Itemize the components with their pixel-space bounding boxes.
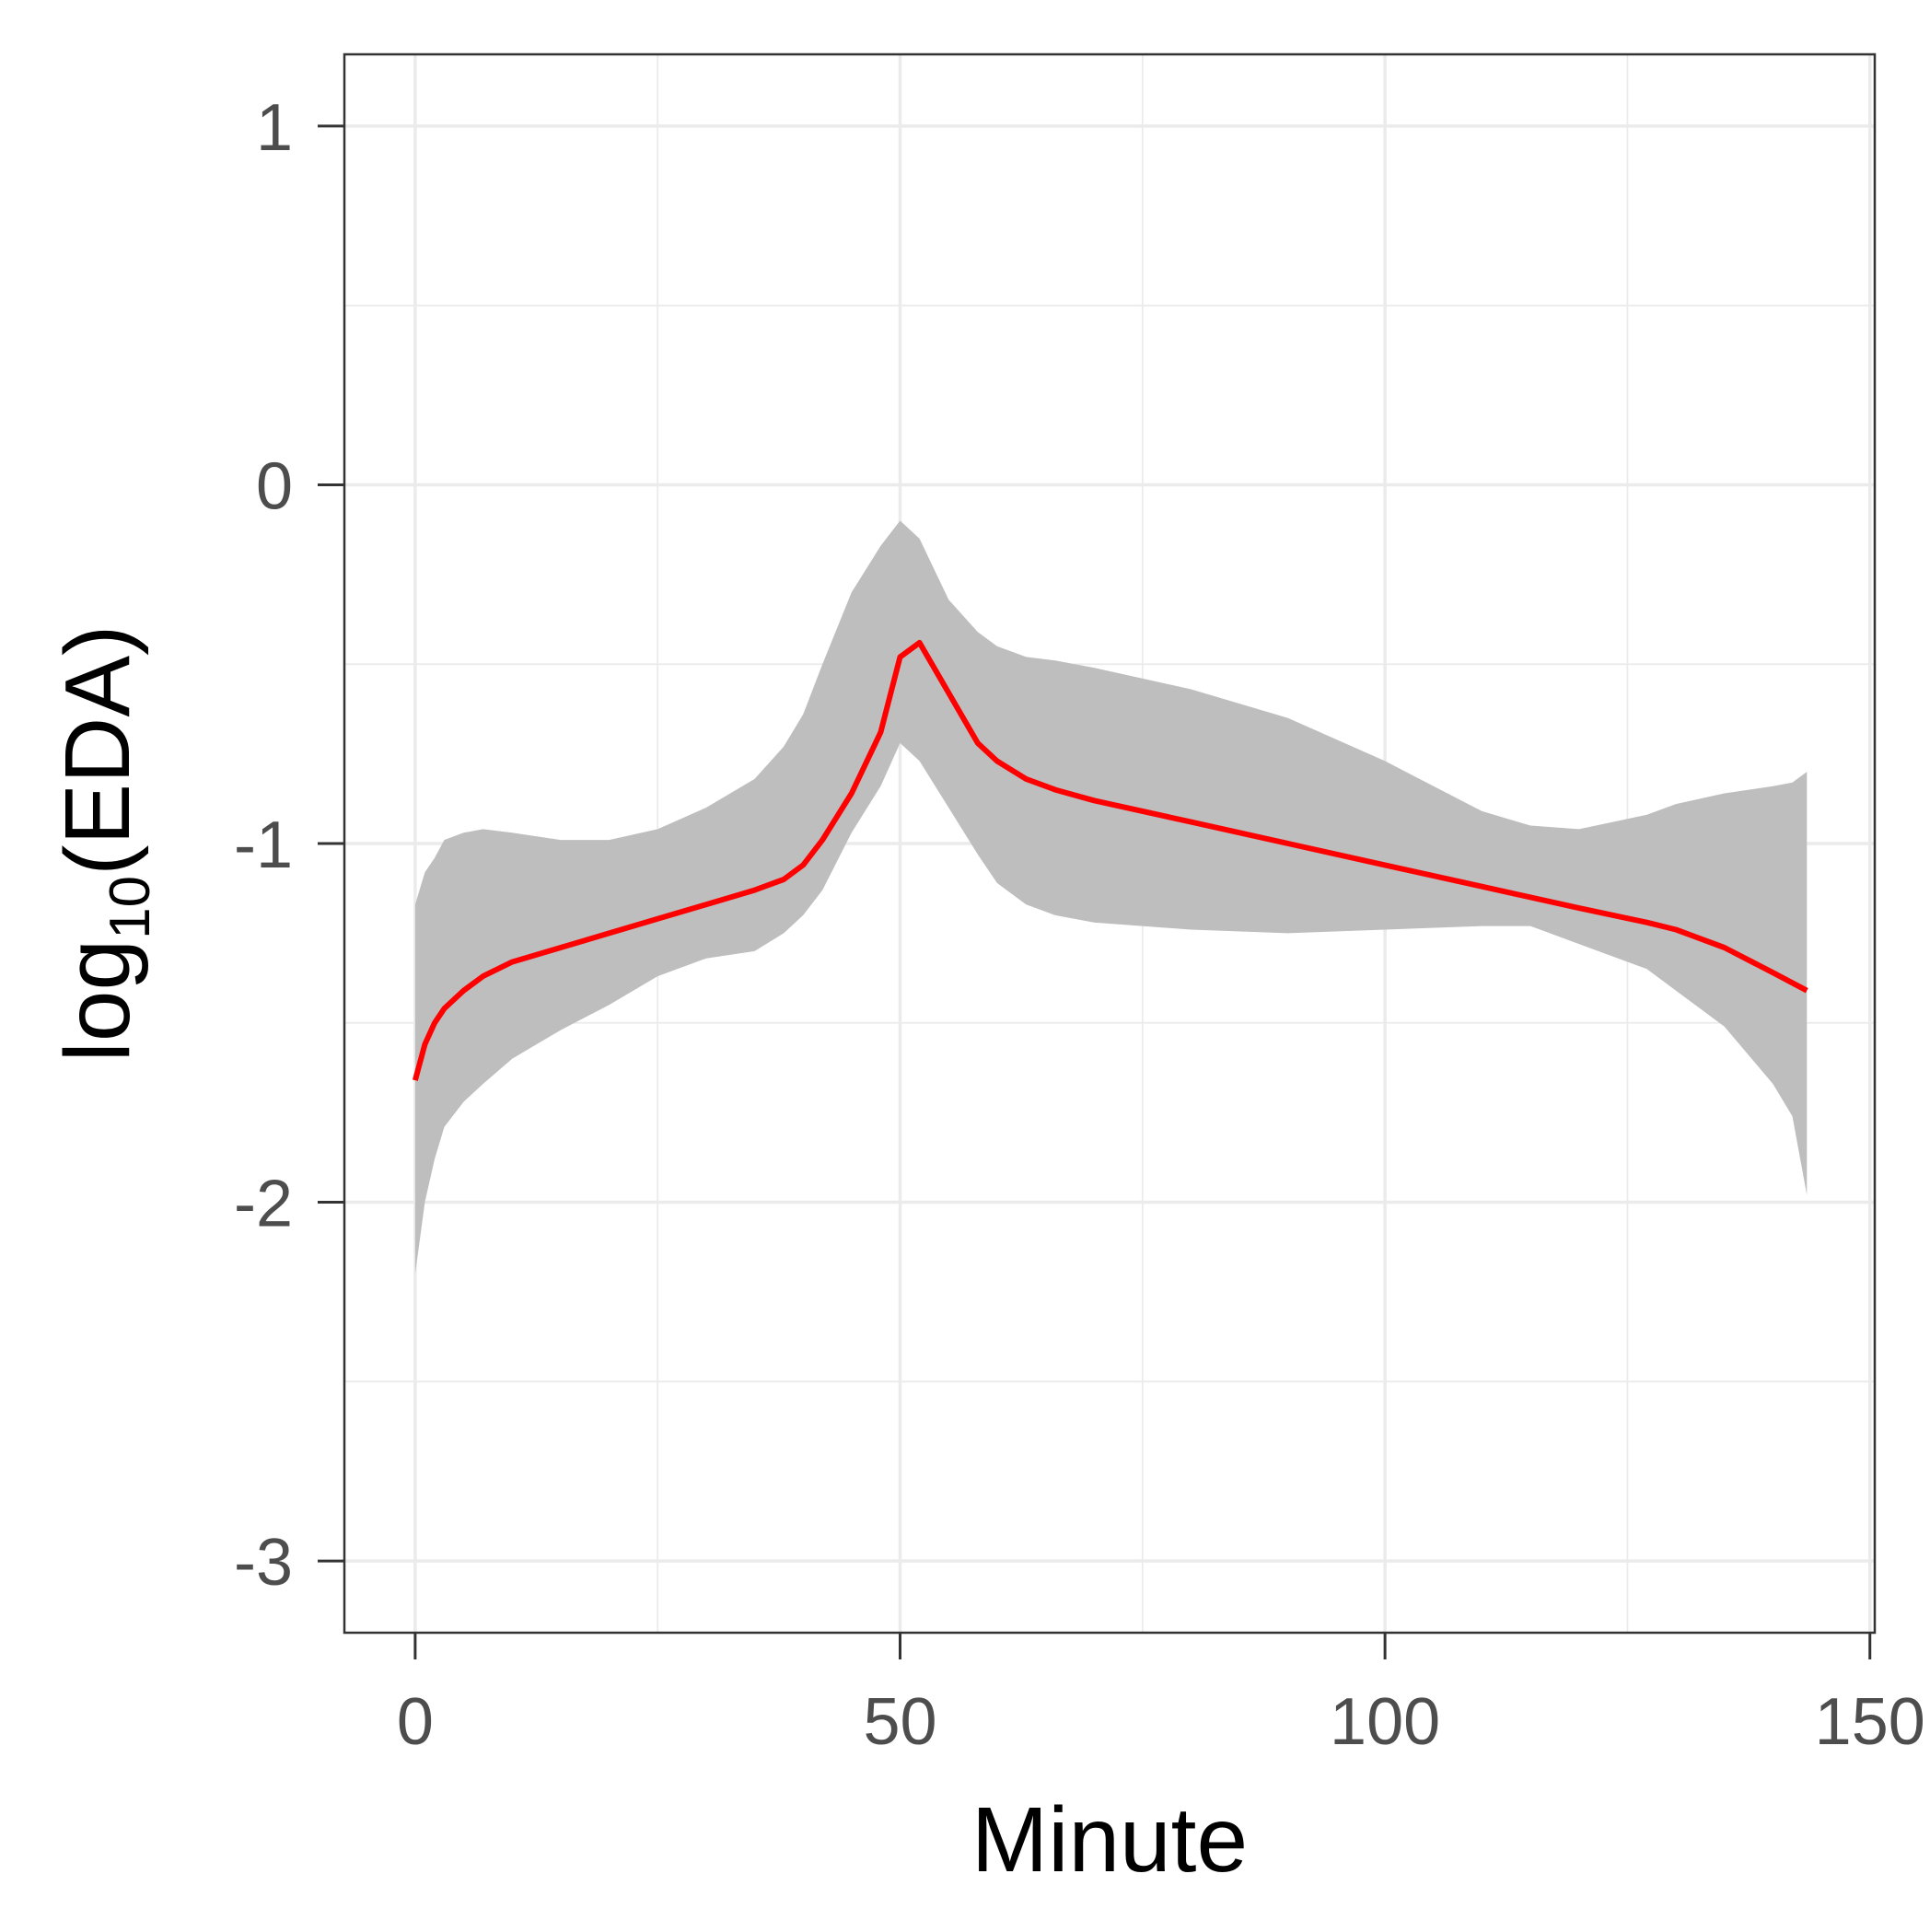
axis-ticks: 0 50 100 150 1 0 -1 -2 -3	[234, 91, 1925, 1759]
y-axis-title-rest: (EDA)	[46, 625, 149, 876]
x-tick-label: 100	[1330, 1685, 1440, 1759]
y-tick-label: -2	[234, 1168, 293, 1241]
y-axis-title-base: log	[46, 939, 149, 1062]
y-axis-title-subscript: 10	[99, 876, 162, 939]
y-tick-label: 0	[256, 449, 293, 523]
x-tick-label: 0	[397, 1685, 434, 1759]
smooth-line-layer	[413, 639, 1808, 1081]
y-tick-label: 1	[256, 91, 293, 165]
smooth-line	[413, 639, 1808, 1081]
y-tick-label: -3	[234, 1526, 293, 1600]
y-tick-label: -1	[234, 809, 293, 882]
x-axis-title: Minute	[971, 1788, 1248, 1891]
y-axis-title: log10(EDA)	[46, 625, 162, 1063]
confidence-band	[414, 520, 1808, 1274]
x-tick-label: 50	[863, 1685, 936, 1759]
confidence-band-layer	[414, 520, 1808, 1274]
x-tick-label: 150	[1815, 1685, 1925, 1759]
